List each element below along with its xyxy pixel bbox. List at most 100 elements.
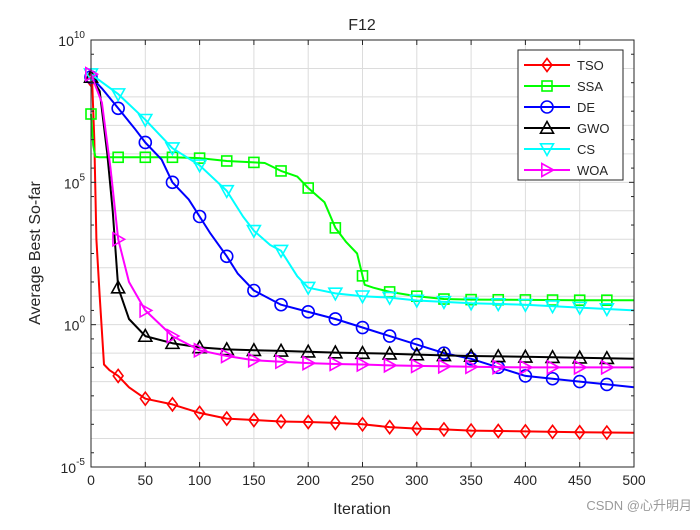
legend-label-cs: CS	[577, 142, 595, 157]
legend-label-gwo: GWO	[577, 121, 610, 136]
data-point-tso	[519, 423, 532, 440]
legend: TSO SSA DE GWO CS WOA	[517, 49, 624, 181]
data-point-tso	[465, 422, 477, 439]
y-tick-label: 105	[64, 172, 86, 191]
x-tick-label: 500	[622, 472, 646, 488]
data-point-woa	[546, 359, 561, 376]
data-point-gwo	[273, 342, 289, 357]
data-point-tso	[410, 420, 423, 437]
data-point-cs	[191, 159, 208, 174]
data-point-cs	[246, 224, 262, 239]
data-point-tso	[166, 396, 179, 413]
data-point-ssa	[166, 151, 179, 164]
x-axis-label: Iteration	[333, 501, 391, 518]
legend-marker-cs	[539, 143, 555, 158]
legend-entries: TSO SSA DE GWO CS WOA	[524, 57, 610, 178]
data-point-gwo	[354, 344, 371, 360]
data-point-woa	[275, 353, 290, 370]
data-point-tso	[356, 416, 369, 433]
data-point-de	[301, 305, 316, 319]
legend-label-de: DE	[577, 100, 595, 115]
x-tick-label: 100	[188, 472, 212, 488]
series-line-ssa	[90, 113, 634, 302]
data-point-gwo	[191, 339, 208, 354]
data-point-woa	[166, 328, 181, 344]
axis-ticks	[90, 39, 635, 468]
data-point-tso	[383, 419, 396, 435]
legend-marker-tso	[541, 57, 553, 73]
y-tick-label: 100	[64, 315, 86, 334]
watermark-text: CSDN @心升明月	[586, 498, 692, 513]
x-tick-label: 300	[405, 472, 429, 488]
y-tick-label: 10-5	[61, 457, 86, 476]
data-point-de	[572, 374, 587, 389]
y-tick-labels: 10-5 100 105 1010	[58, 30, 85, 476]
x-tick-label: 150	[242, 472, 266, 488]
data-point-cs	[300, 281, 317, 296]
data-point-gwo	[218, 341, 235, 356]
data-point-de	[545, 371, 560, 386]
data-point-cs	[164, 142, 181, 157]
data-point-ssa	[302, 182, 315, 194]
x-tick-label: 250	[351, 472, 375, 488]
data-point-gwo	[544, 349, 561, 364]
legend-marker-de	[540, 100, 554, 114]
data-point-ssa	[248, 156, 260, 169]
data-point-woa	[329, 356, 344, 372]
data-point-ssa	[546, 294, 559, 306]
data-point-de	[409, 337, 424, 352]
data-point-gwo	[463, 347, 479, 362]
data-point-de	[437, 346, 451, 360]
x-tick-label: 350	[459, 472, 483, 488]
legend-marker-ssa	[541, 80, 553, 92]
data-point-cs	[354, 290, 371, 305]
legend-item-ssa: SSA	[524, 79, 603, 94]
data-point-de	[165, 175, 180, 190]
legend-label-woa: WOA	[577, 163, 608, 178]
data-point-woa	[465, 358, 480, 375]
data-point-tso	[329, 415, 342, 431]
chart-title: F12	[348, 17, 376, 34]
legend-label-ssa: SSA	[577, 79, 603, 94]
data-point-de	[328, 312, 343, 326]
series-line-de	[90, 76, 635, 389]
data-point-tso	[600, 424, 613, 441]
data-point-tso	[546, 424, 559, 440]
data-point-ssa	[220, 155, 233, 167]
data-point-cs	[463, 297, 479, 312]
series-de	[84, 70, 635, 392]
data-point-cs	[273, 244, 289, 259]
data-point-gwo	[110, 279, 127, 294]
x-tick-label: 400	[514, 472, 538, 488]
data-point-gwo	[164, 335, 181, 350]
data-point-woa	[302, 355, 317, 371]
data-point-cs	[598, 303, 615, 318]
legend-item-tso: TSO	[524, 57, 604, 73]
data-point-woa	[410, 358, 425, 374]
data-point-tso	[492, 423, 505, 439]
data-point-cs	[436, 295, 452, 311]
data-point-gwo	[381, 345, 398, 360]
data-point-woa	[492, 359, 507, 375]
legend-marker-gwo	[539, 119, 555, 134]
x-tick-labels: 0 50 100 150 200 250 300 350 400 450 500	[87, 472, 646, 488]
data-point-ssa	[139, 151, 152, 164]
data-point-tso	[193, 405, 206, 421]
data-point-de	[138, 135, 153, 150]
y-axis-label: Average Best So-far	[27, 180, 44, 324]
data-point-gwo	[517, 348, 534, 363]
x-tick-label: 450	[568, 472, 592, 488]
data-point-tso	[220, 410, 233, 427]
series-woa	[85, 66, 634, 376]
legend-marker-woa	[540, 162, 556, 178]
data-point-woa	[600, 359, 615, 376]
data-point-woa	[573, 359, 588, 376]
data-point-gwo	[137, 327, 154, 343]
series-line-woa	[90, 73, 634, 369]
data-point-tso	[139, 390, 152, 407]
data-point-ssa	[275, 165, 287, 177]
series-line-cs	[90, 73, 635, 312]
data-point-de	[274, 297, 288, 312]
data-point-ssa	[573, 294, 586, 306]
